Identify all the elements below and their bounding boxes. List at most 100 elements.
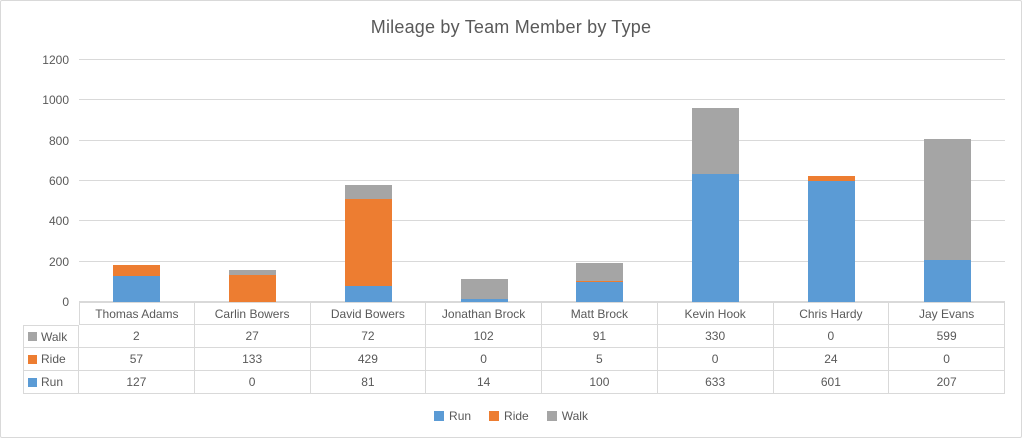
table-row-label-text: Run xyxy=(41,375,64,389)
table-cell-run: 100 xyxy=(542,371,658,394)
table-cell-ride: 0 xyxy=(889,348,1005,371)
bar-segment-run[interactable] xyxy=(344,285,392,302)
table-header-thomas-adams: Thomas Adams xyxy=(79,302,195,325)
table-header-carlin-bowers: Carlin Bowers xyxy=(194,302,311,325)
table-cell-walk: 2 xyxy=(79,325,195,348)
bar-segment-ride[interactable] xyxy=(807,175,855,181)
bar-david-bowers xyxy=(344,60,392,302)
table-header-jay-evans: Jay Evans xyxy=(889,302,1005,325)
bar-segment-run[interactable] xyxy=(692,174,740,302)
bar-segment-run[interactable] xyxy=(923,260,971,302)
table-cell-walk: 599 xyxy=(889,325,1005,348)
table-cell-ride: 429 xyxy=(310,348,427,371)
bar-segment-ride[interactable] xyxy=(576,280,624,282)
series-swatch-run-icon xyxy=(28,377,37,387)
legend-label: Walk xyxy=(561,409,588,423)
table-cell-run: 14 xyxy=(426,371,542,394)
bar-segment-walk[interactable] xyxy=(344,184,392,200)
table-cell-walk: 102 xyxy=(426,325,542,348)
bar-carlin-bowers xyxy=(229,60,277,302)
table-cell-walk: 27 xyxy=(194,325,311,348)
legend-swatch-run-icon xyxy=(434,411,445,421)
bar-kevin-hook xyxy=(692,60,740,302)
bar-slot-jay-evans xyxy=(889,60,1005,302)
y-axis-label: 1200 xyxy=(42,53,69,67)
bar-jay-evans xyxy=(923,60,971,302)
bar-jonathan-brock xyxy=(460,60,508,302)
legend-label: Run xyxy=(449,409,472,423)
table-cell-run: 0 xyxy=(194,371,311,394)
bar-segment-run[interactable] xyxy=(807,180,855,302)
chart-title[interactable]: Mileage by Team Member by Type xyxy=(370,17,652,37)
y-axis-label: 0 xyxy=(62,295,69,309)
bar-slot-thomas-adams xyxy=(79,60,195,302)
table-cell-ride: 0 xyxy=(426,348,542,371)
bar-segment-walk[interactable] xyxy=(460,278,508,300)
bar-segment-walk[interactable] xyxy=(692,107,740,175)
bar-segment-run[interactable] xyxy=(576,281,624,302)
bar-segment-ride[interactable] xyxy=(344,199,392,286)
table-cell-ride: 24 xyxy=(773,348,890,371)
data-table[interactable]: Thomas Adams Carlin Bowers David Bowers Jon… xyxy=(23,302,1005,394)
plot-area xyxy=(79,59,1005,302)
table-cell-ride: 5 xyxy=(542,348,658,371)
table-row-label-walk: Walk xyxy=(23,325,79,348)
bar-slot-chris-hardy xyxy=(774,60,890,302)
table-header-kevin-hook: Kevin Hook xyxy=(657,302,774,325)
table-row-label-ride: Ride xyxy=(23,348,79,371)
bar-slot-matt-brock xyxy=(542,60,658,302)
bar-slot-jonathan-brock xyxy=(426,60,542,302)
y-axis-label: 600 xyxy=(48,174,69,188)
legend-swatch-ride-icon xyxy=(489,411,500,421)
legend: Run Ride Walk xyxy=(1,403,1021,429)
bar-segment-run[interactable] xyxy=(113,276,161,302)
bar-slot-carlin-bowers xyxy=(195,60,311,302)
y-axis: 1200 1000 800 600 400 200 0 xyxy=(1,53,69,309)
series-swatch-ride-icon xyxy=(28,354,37,364)
legend-item-run[interactable]: Run xyxy=(434,409,471,423)
bar-slot-kevin-hook xyxy=(658,60,774,302)
gridline xyxy=(79,220,1005,222)
table-header-jonathan-brock: Jonathan Brock xyxy=(426,302,542,325)
bar-segment-walk[interactable] xyxy=(229,269,277,276)
bar-chris-hardy xyxy=(807,60,855,302)
gridline xyxy=(79,180,1005,181)
table-cell-ride: 0 xyxy=(657,348,774,371)
bar-thomas-adams xyxy=(113,60,161,302)
legend-item-walk[interactable]: Walk xyxy=(546,409,588,423)
table-row-label-run: Run xyxy=(23,371,79,394)
table-header-chris-hardy: Chris Hardy xyxy=(773,302,890,325)
gridline xyxy=(79,59,1005,60)
table-cell-walk: 91 xyxy=(542,325,658,348)
legend-item-ride[interactable]: Ride xyxy=(489,409,529,423)
gridline xyxy=(79,139,1005,141)
y-axis-label: 800 xyxy=(48,133,69,148)
bars xyxy=(79,60,1005,302)
table-cell-ride: 57 xyxy=(79,348,195,371)
gridline xyxy=(79,301,1005,302)
table-cell-walk: 72 xyxy=(310,325,427,348)
gridline xyxy=(79,260,1005,262)
bar-segment-run[interactable] xyxy=(460,299,508,302)
bar-segment-walk[interactable] xyxy=(923,139,971,261)
y-axis-label: 400 xyxy=(48,214,69,229)
table-header-david-bowers: David Bowers xyxy=(310,302,427,325)
table-row-label-text: Walk xyxy=(41,329,68,344)
table-cell-run: 633 xyxy=(657,371,774,394)
legend-swatch-walk-icon xyxy=(546,411,557,421)
bar-segment-walk[interactable] xyxy=(576,262,624,281)
table-header-matt-brock: Matt Brock xyxy=(542,302,658,325)
table-row-label-text: Ride xyxy=(41,352,66,366)
y-axis-label: 1000 xyxy=(42,93,69,108)
bar-slot-david-bowers xyxy=(311,60,427,302)
table-cell-walk: 0 xyxy=(773,325,890,348)
bar-matt-brock xyxy=(576,60,624,302)
gridline xyxy=(79,99,1005,101)
table-cell-run: 601 xyxy=(773,371,890,394)
bar-segment-ride[interactable] xyxy=(113,264,161,277)
series-swatch-walk-icon xyxy=(28,332,37,341)
table-cell-walk: 330 xyxy=(657,325,774,348)
table-cell-run: 127 xyxy=(79,371,195,394)
bar-segment-ride[interactable] xyxy=(229,275,277,302)
